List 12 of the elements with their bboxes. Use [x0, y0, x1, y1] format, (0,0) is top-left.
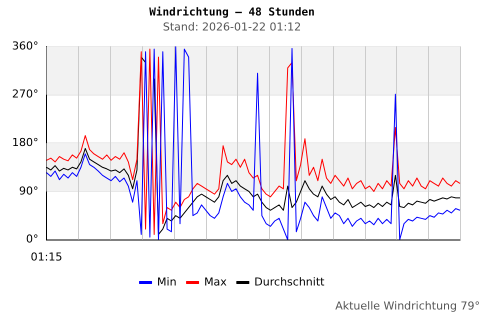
- legend-label: Max: [204, 275, 228, 288]
- y-tick-label: 360°: [12, 39, 38, 52]
- y-tick-label: 0°: [26, 232, 38, 246]
- chart-subtitle: Stand: 2026-01-22 01:12: [162, 20, 302, 34]
- text: Aktuelle Windrichtung 79°: [335, 299, 480, 312]
- chart-title: Windrichtung – 48 Stunden: [149, 5, 315, 18]
- y-tick-label: 180°: [12, 136, 38, 149]
- legend-label: Min: [157, 275, 177, 288]
- y-tick-label: 90°: [18, 184, 38, 198]
- y-tick-label: 270°: [12, 88, 38, 101]
- legend-label: Durchschnitt: [254, 275, 326, 288]
- x-tick-label: 01:15: [30, 250, 62, 264]
